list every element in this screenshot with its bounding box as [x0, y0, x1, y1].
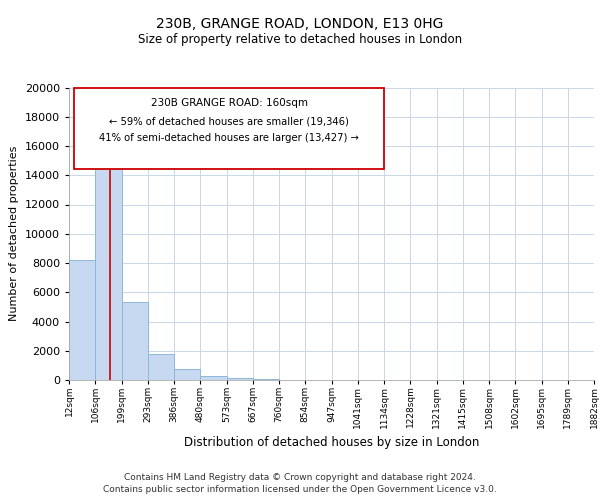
Bar: [148, 354, 174, 380]
Text: Contains public sector information licensed under the Open Government Licence v3: Contains public sector information licen…: [103, 485, 497, 494]
Text: 230B GRANGE ROAD: 160sqm: 230B GRANGE ROAD: 160sqm: [151, 98, 308, 108]
Text: 230B, GRANGE ROAD, LONDON, E13 0HG: 230B, GRANGE ROAD, LONDON, E13 0HG: [157, 18, 443, 32]
Y-axis label: Number of detached properties: Number of detached properties: [9, 146, 19, 322]
Bar: [69, 260, 95, 380]
Bar: [200, 376, 227, 380]
FancyBboxPatch shape: [74, 88, 384, 170]
Text: ← 59% of detached houses are smaller (19,346): ← 59% of detached houses are smaller (19…: [109, 116, 349, 126]
Text: Size of property relative to detached houses in London: Size of property relative to detached ho…: [138, 32, 462, 46]
Bar: [227, 378, 253, 380]
Bar: [95, 137, 121, 380]
Bar: [121, 302, 148, 380]
Text: 41% of semi-detached houses are larger (13,427) →: 41% of semi-detached houses are larger (…: [99, 133, 359, 143]
Bar: [174, 369, 200, 380]
X-axis label: Distribution of detached houses by size in London: Distribution of detached houses by size …: [184, 436, 479, 449]
Text: Contains HM Land Registry data © Crown copyright and database right 2024.: Contains HM Land Registry data © Crown c…: [124, 472, 476, 482]
Bar: [253, 378, 279, 380]
